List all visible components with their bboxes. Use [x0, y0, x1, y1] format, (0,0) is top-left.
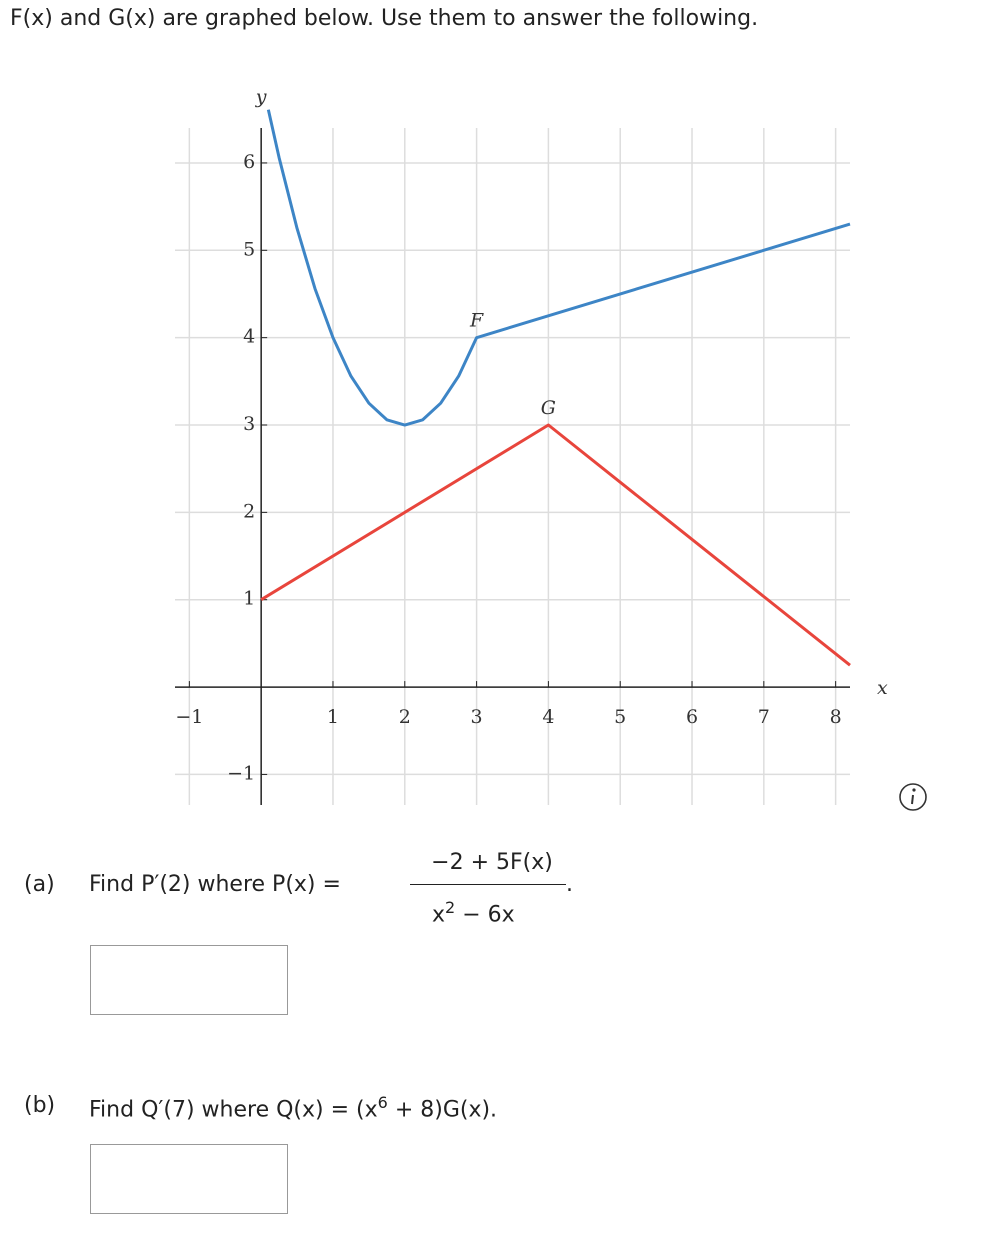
- exponent: 2: [445, 898, 456, 917]
- x-tick-label: 2: [399, 706, 411, 728]
- y-tick-label: 5: [243, 238, 255, 260]
- denominator: x2 − 6x: [432, 898, 515, 927]
- denominator-base: x: [432, 902, 446, 928]
- x-tick-label: 8: [830, 706, 842, 728]
- header: F(x) and G(x) are graphed below. Use the…: [10, 6, 759, 31]
- x-tick-label: 1: [327, 706, 339, 728]
- x-axis-label: x: [877, 677, 888, 699]
- curve: [266, 109, 851, 427]
- numerator: −2 + 5F(x): [431, 850, 553, 875]
- x-tick-label: 6: [686, 706, 698, 728]
- prompt-rest: + 8)G(x).: [394, 1097, 498, 1123]
- y-tick-label: 4: [243, 326, 255, 348]
- part-label: (a): [24, 872, 55, 897]
- x-tick-label: 5: [614, 706, 626, 728]
- x-tick-label: 4: [542, 706, 554, 728]
- curve: [260, 423, 851, 667]
- y-tick-label: 2: [243, 500, 255, 522]
- x-tick-label: 7: [758, 706, 770, 728]
- info-icon[interactable]: [899, 783, 927, 811]
- end: .: [566, 872, 573, 897]
- answer-input[interactable]: [90, 1144, 288, 1214]
- prompt: Find P′(2) where P(x) =: [89, 872, 341, 897]
- y-tick-label: −1: [227, 762, 255, 784]
- fraction-bar: [410, 884, 566, 885]
- denominator-rest: − 6x: [462, 902, 515, 928]
- exponent: 6: [377, 1093, 388, 1112]
- x-tick-label: −1: [175, 706, 203, 728]
- x-tick-label: 3: [471, 706, 483, 728]
- curve-label: G: [541, 397, 556, 419]
- y-tick-label: 6: [243, 151, 255, 173]
- answer-input[interactable]: [90, 945, 288, 1015]
- y-axis-label: y: [255, 86, 267, 108]
- part-label: (b): [24, 1093, 56, 1118]
- curve-label: F: [469, 310, 484, 332]
- prompt: Find Q′(7) where Q(x) = (x6 + 8)G(x).: [89, 1093, 497, 1122]
- chart: −1 1 2 3 4 5 6 7 8 −1 1 2 3 4 5 6 x y F G: [175, 86, 927, 811]
- y-tick-label: 3: [243, 413, 255, 435]
- prompt-text: Find Q′(7) where Q(x) = (x: [89, 1097, 378, 1123]
- y-tick-label: 1: [243, 588, 255, 610]
